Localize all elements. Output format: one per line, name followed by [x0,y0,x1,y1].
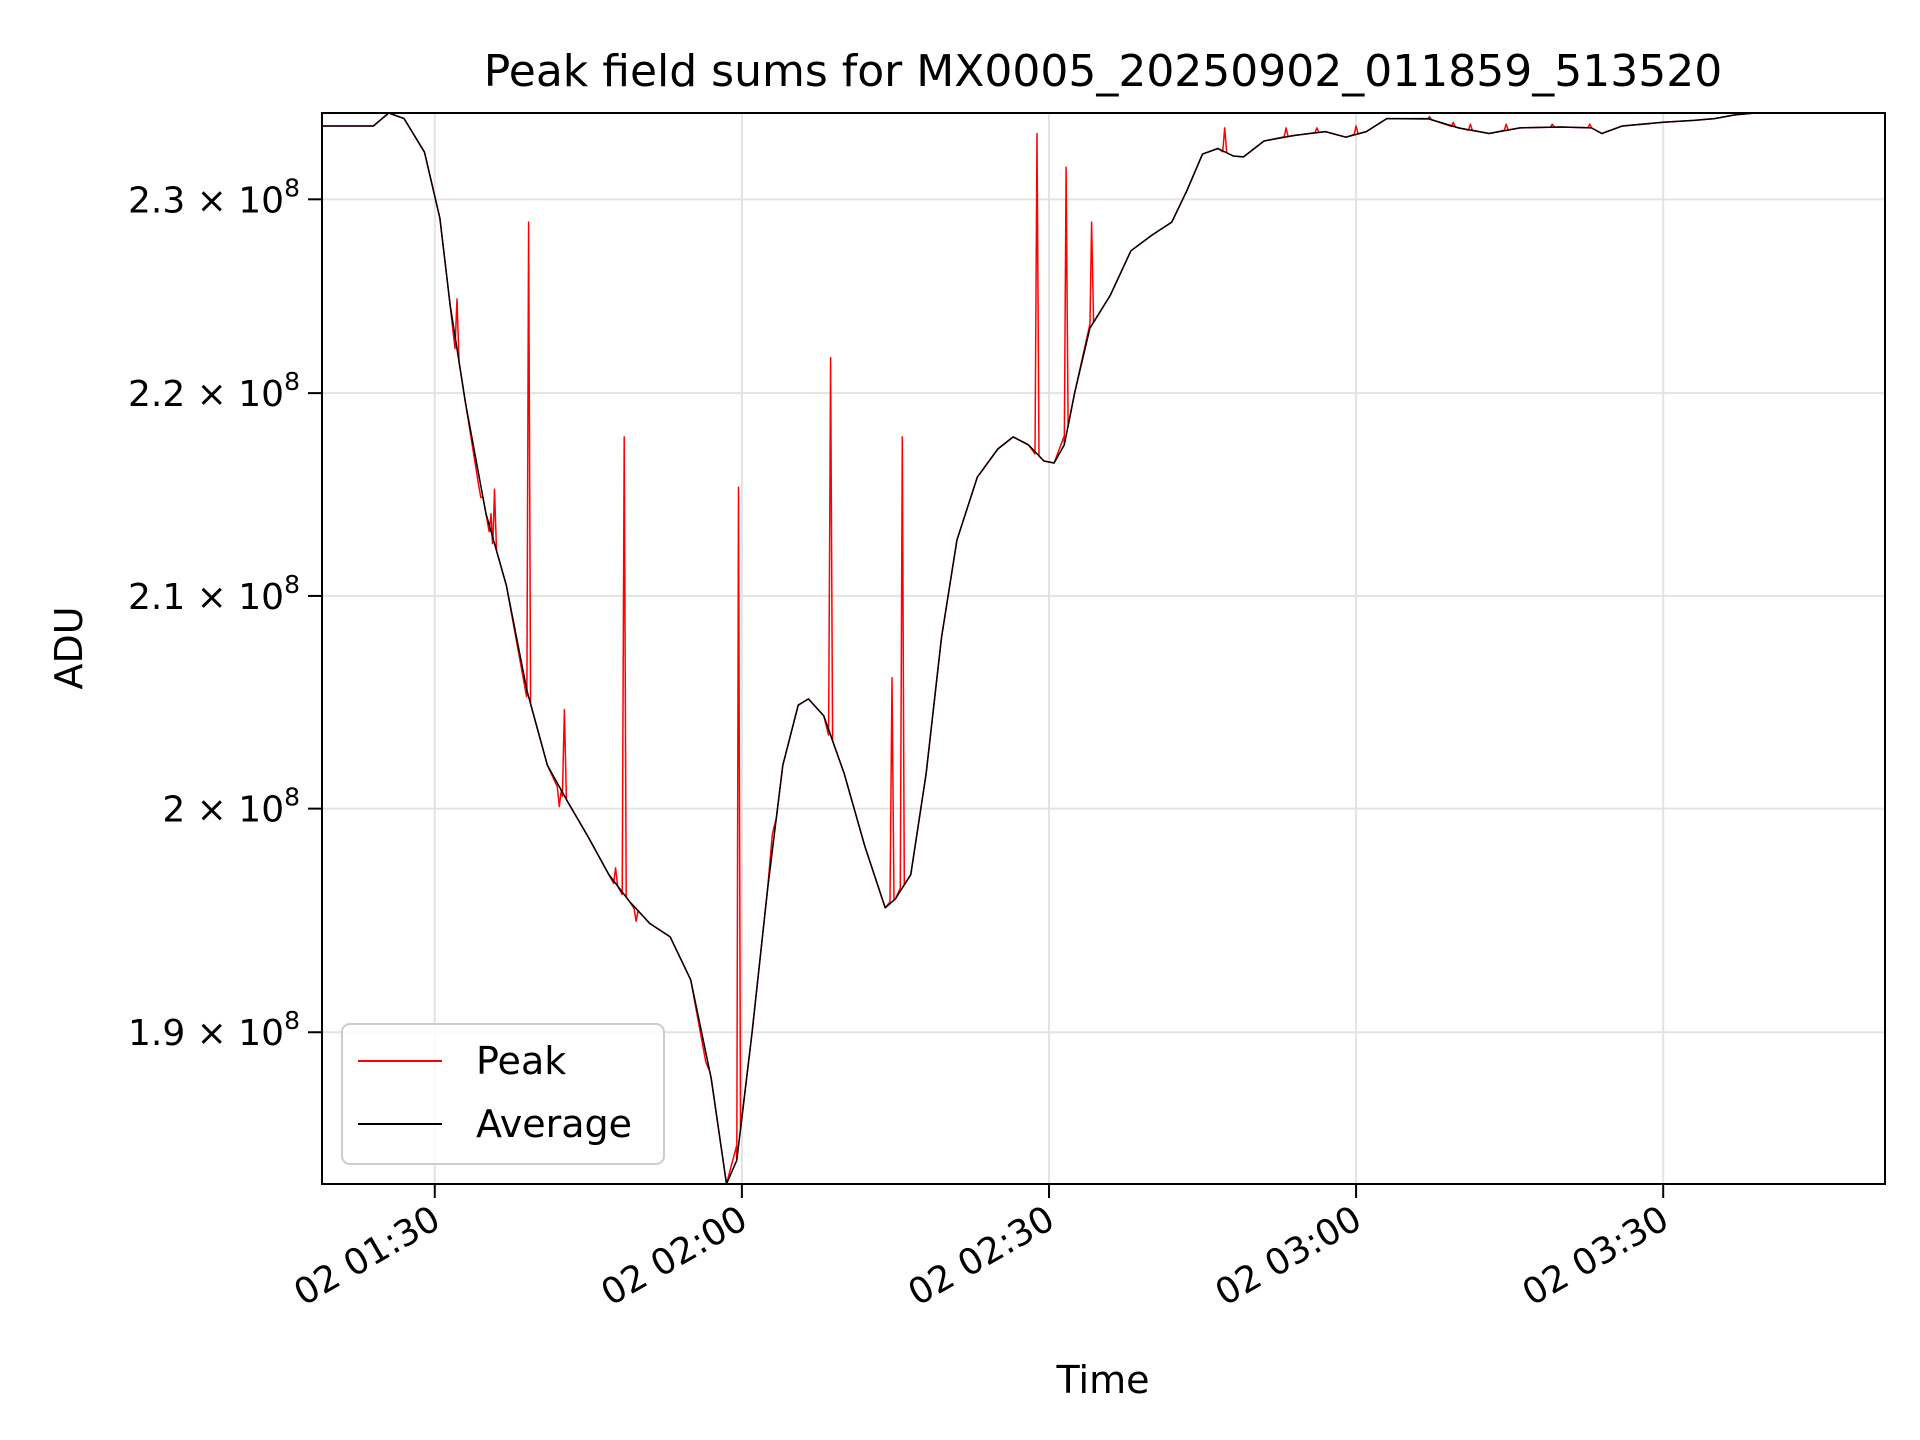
legend-label-average: Average [476,1102,632,1146]
legend: Peak Average [341,1023,665,1165]
y-axis-label: ADU [47,606,91,689]
chart-title: Peak field sums for MX0005_20250902_0118… [484,46,1722,97]
legend-label-peak: Peak [476,1039,566,1083]
plot-lines [322,112,1756,1185]
grid [322,113,1885,1184]
x-axis-label: Time [1056,1358,1150,1402]
axes-frame [321,112,1886,1185]
legend-box [341,1023,665,1165]
y-tick-label: 2.1 × 108 [128,570,300,618]
y-tick-label: 2.3 × 108 [128,173,300,221]
series-average-line [322,112,1756,1185]
y-tick-label: 2.2 × 108 [128,367,300,415]
y-tick-label: 1.9 × 108 [128,1006,300,1054]
y-tick-label: 2 × 108 [162,783,300,831]
